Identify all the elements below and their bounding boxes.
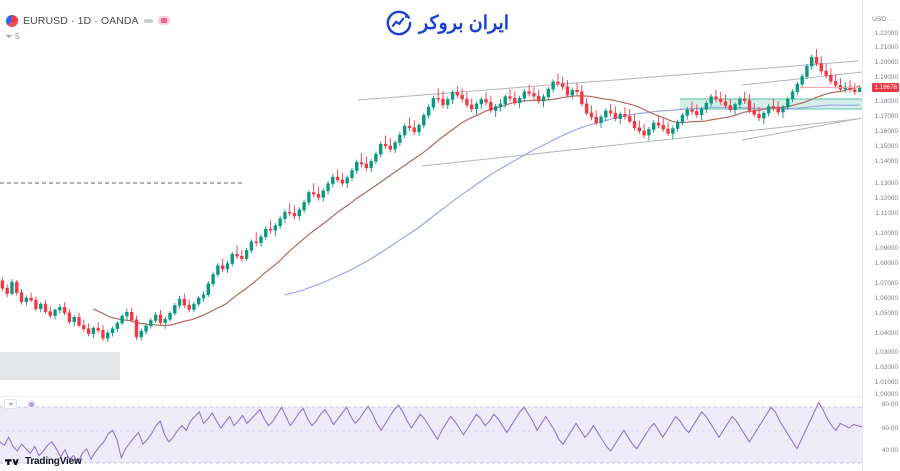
- price-chart-pane[interactable]: [0, 0, 862, 394]
- price-tick-label: 1.04000: [874, 330, 898, 337]
- rsi-plot[interactable]: [0, 397, 862, 471]
- tradingview-logo-text: TradingView: [25, 456, 82, 467]
- price-tick-label: 1.08000: [874, 260, 898, 267]
- price-tick-label: 1.21000: [874, 44, 898, 51]
- shaded-box-annotation: [0, 352, 120, 380]
- symbol-legend[interactable]: EURUSD · 1D · OANDA: [6, 14, 170, 27]
- tradingview-logo-icon: [5, 459, 19, 466]
- trendline-lower: [421, 118, 859, 167]
- chart-header: EURUSD · 1D · OANDA 5 ایران بروکر: [0, 0, 900, 44]
- brand-logo: ایران بروکر: [386, 10, 509, 36]
- eurusd-flag-icon: [6, 14, 18, 27]
- rsi-band-fill: [0, 407, 862, 463]
- price-tick-label: 1.00000: [874, 391, 898, 398]
- ma-slow-line: [284, 104, 860, 296]
- symbol-sub-legend[interactable]: 5: [6, 31, 20, 41]
- price-scale-currency: USD: [872, 16, 886, 23]
- price-tick-label: 1.11000: [875, 210, 898, 217]
- price-tick-label: 1.10000: [874, 230, 898, 237]
- trendline-upper: [357, 60, 859, 101]
- current-price-badge: 1.18678: [871, 83, 899, 92]
- ma-fast-line: [93, 85, 860, 327]
- ohlc-placeholder-chip: [143, 18, 153, 23]
- price-tick-label: 1.09000: [874, 245, 898, 252]
- tradingview-watermark: TradingView: [5, 456, 82, 467]
- price-tick-label: 1.19000: [874, 74, 898, 81]
- price-tick-label: 1.14000: [874, 158, 898, 165]
- sub-legend-value: 5: [15, 31, 20, 41]
- price-tick-label: 1.15000: [874, 143, 898, 150]
- price-tick-label: 1.22000: [874, 30, 898, 37]
- price-tick-label: 1.05000: [874, 310, 898, 317]
- rsi-line: [0, 401, 862, 464]
- price-tick-label: 1.07000: [874, 280, 898, 287]
- price-tick-label: 1.02000: [874, 364, 898, 371]
- chevron-down-icon[interactable]: [6, 34, 12, 38]
- status-badge[interactable]: [157, 16, 170, 25]
- rsi-tick-label: 40.00: [882, 447, 898, 454]
- price-scale-menu-icon[interactable]: ···: [887, 17, 897, 24]
- price-tick-label: 1.06000: [874, 295, 898, 302]
- price-tick-label: 1.12000: [874, 195, 898, 202]
- price-tick-label: 1.03000: [874, 349, 898, 356]
- price-tick-label: 1.20000: [874, 59, 898, 66]
- wedge-lower: [741, 117, 862, 141]
- candlestick-series: [0, 49, 862, 342]
- support-zone-band: [680, 99, 862, 109]
- price-tick-label: 1.16000: [874, 128, 898, 135]
- rsi-tick-label: 80.00: [882, 401, 898, 408]
- price-tick-label: 1.01000: [874, 379, 898, 386]
- symbol-title[interactable]: EURUSD · 1D · OANDA: [23, 14, 139, 27]
- price-candlestick-plot[interactable]: [0, 0, 862, 394]
- brand-name: ایران بروکر: [419, 12, 510, 34]
- rsi-legend[interactable]: [4, 399, 36, 409]
- rsi-pane[interactable]: [0, 396, 862, 471]
- price-tick-label: 1.17000: [874, 113, 898, 120]
- indicator-dot-icon[interactable]: [27, 399, 36, 409]
- rsi-tick-label: 60.00: [882, 425, 898, 432]
- chevron-down-icon[interactable]: [4, 399, 17, 409]
- price-tick-label: 1.18000: [874, 98, 898, 105]
- chart-circle-icon: [386, 10, 412, 36]
- price-scale-axis[interactable]: USD ··· 1.22000 1.21000 1.20000 1.19000 1.18…: [862, 0, 900, 471]
- price-tick-label: 1.13000: [874, 180, 898, 187]
